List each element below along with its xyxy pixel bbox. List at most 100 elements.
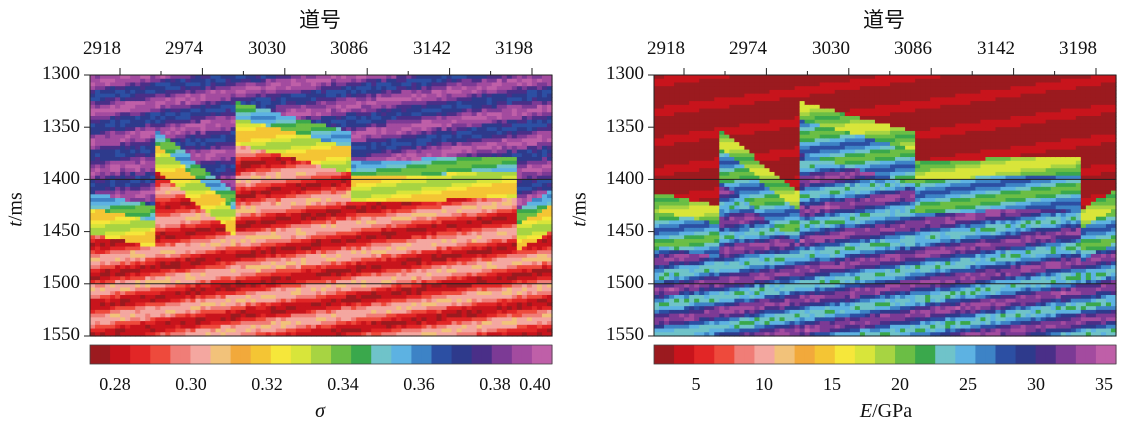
heatmap-cell xyxy=(110,227,116,233)
heatmap-cell xyxy=(376,212,382,218)
heatmap-cell xyxy=(356,142,362,147)
heatmap-cell xyxy=(326,302,332,307)
heatmap-cell xyxy=(406,317,412,322)
y-tick-label: 1400 xyxy=(42,168,80,189)
heatmap-cell xyxy=(165,332,171,337)
heatmap-cell xyxy=(431,306,438,311)
heatmap-cell xyxy=(401,175,407,180)
heatmap-cell xyxy=(315,153,322,158)
heatmap-cell xyxy=(361,224,367,229)
heatmap-cell xyxy=(205,257,212,263)
heatmap-cell xyxy=(140,231,146,236)
heatmap-cell xyxy=(351,101,357,106)
heatmap-cell xyxy=(376,220,382,225)
heatmap-cell xyxy=(315,149,322,154)
heatmap-cell xyxy=(220,108,227,113)
heatmap-cell xyxy=(290,201,297,207)
heatmap-cell xyxy=(235,287,242,292)
heatmap-cell xyxy=(145,149,151,154)
heatmap-cell xyxy=(220,306,227,311)
heatmap-cell xyxy=(220,175,227,180)
heatmap-cell xyxy=(125,86,131,91)
heatmap-cell xyxy=(210,235,217,240)
heatmap-cell xyxy=(280,97,287,102)
heatmap-cell xyxy=(255,227,262,233)
heatmap-cell xyxy=(285,216,292,222)
heatmap-cell xyxy=(175,153,181,158)
heatmap-cell xyxy=(381,302,387,307)
heatmap-cell xyxy=(170,138,176,143)
heatmap-cell xyxy=(240,160,247,166)
heatmap-cell xyxy=(401,157,407,162)
colorbar-tick-label: 0.34 xyxy=(327,374,359,394)
heatmap-cell xyxy=(175,82,181,87)
heatmap-cell xyxy=(130,231,136,236)
heatmap-cell xyxy=(270,231,277,236)
heatmap-cell xyxy=(336,75,342,80)
heatmap-cell xyxy=(95,157,101,162)
heatmap-cell xyxy=(130,101,136,106)
heatmap-cell xyxy=(135,183,141,188)
heatmap-cell xyxy=(210,291,217,296)
heatmap-cell xyxy=(270,239,277,244)
heatmap-cell xyxy=(120,89,126,95)
heatmap-cell xyxy=(230,272,237,277)
heatmap-cell xyxy=(120,201,126,207)
heatmap-cell xyxy=(235,186,242,192)
heatmap-cell xyxy=(255,324,262,330)
heatmap-cell xyxy=(326,75,332,80)
heatmap-cell xyxy=(416,160,423,166)
heatmap-cell xyxy=(125,130,131,136)
heatmap-cell xyxy=(341,160,347,166)
heatmap-cell xyxy=(361,190,367,195)
heatmap-cell xyxy=(386,93,392,98)
heatmap-cell xyxy=(90,231,96,236)
heatmap-cell xyxy=(275,209,282,214)
heatmap-cell xyxy=(280,134,287,139)
heatmap-cell xyxy=(260,231,267,236)
heatmap-cell xyxy=(90,332,96,337)
heatmap-cell xyxy=(406,276,412,281)
heatmap-cell xyxy=(300,157,307,162)
heatmap-cell xyxy=(195,209,202,214)
heatmap-cell xyxy=(270,75,277,80)
heatmap-cell xyxy=(95,224,101,229)
heatmap-cell xyxy=(240,291,247,296)
heatmap-cell xyxy=(165,186,171,192)
heatmap-cell xyxy=(391,257,397,263)
heatmap-cell xyxy=(270,242,277,248)
heatmap-cell xyxy=(155,86,161,91)
heatmap-cell xyxy=(125,160,131,166)
heatmap-cell xyxy=(391,328,397,333)
heatmap-cell xyxy=(381,145,387,151)
heatmap-cell xyxy=(190,119,197,125)
heatmap-cell xyxy=(190,108,197,113)
heatmap-cell xyxy=(401,93,407,98)
heatmap-cell xyxy=(361,317,367,322)
heatmap-cell xyxy=(300,332,307,337)
heatmap-cell xyxy=(376,306,382,311)
heatmap-cell xyxy=(190,276,197,281)
heatmap-cell xyxy=(150,194,156,199)
heatmap-cell xyxy=(200,283,207,289)
heatmap-cell xyxy=(180,104,187,110)
heatmap-cell xyxy=(295,328,302,333)
heatmap-cell xyxy=(300,198,307,203)
heatmap-cell xyxy=(210,253,217,259)
heatmap-cell xyxy=(150,112,156,117)
heatmap-cell xyxy=(115,216,121,222)
heatmap-cell xyxy=(326,268,332,274)
heatmap-cell xyxy=(436,235,443,240)
heatmap-cell xyxy=(441,160,448,166)
heatmap-cell xyxy=(290,168,297,173)
heatmap-cell xyxy=(305,309,312,315)
heatmap-cell xyxy=(95,321,101,326)
heatmap-cell xyxy=(230,194,237,199)
heatmap-cell xyxy=(250,171,257,177)
heatmap-cell xyxy=(416,153,423,158)
heatmap-cell xyxy=(386,127,392,132)
heatmap-cell xyxy=(190,153,197,158)
heatmap-cell xyxy=(210,227,217,233)
heatmap-cell xyxy=(155,265,161,270)
